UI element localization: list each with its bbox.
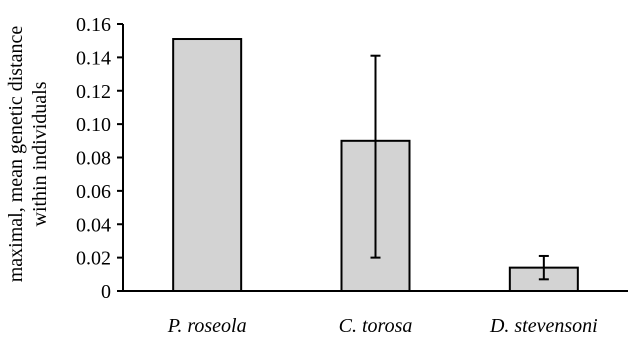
y-tick-label: 0.10 — [76, 114, 111, 136]
x-category-label: P. roseola — [167, 315, 247, 337]
bar — [172, 38, 243, 292]
y-tick-label: 0.16 — [76, 14, 111, 36]
y-tick-label: 0.08 — [76, 148, 111, 170]
y-tick-label: 0.04 — [76, 214, 111, 236]
y-axis-title-line-1: maximal, mean genetic distance — [5, 26, 27, 283]
y-axis-title: maximal, mean genetic distance within in… — [5, 26, 51, 283]
y-tick-label: 0.12 — [76, 81, 111, 103]
y-axis-title-line-2: within individuals — [29, 81, 51, 226]
y-axis-ticks: 0 0.02 0.04 0.06 0.08 0.10 0.12 0.14 0.16 — [76, 14, 123, 303]
y-tick-label: 0.14 — [76, 47, 111, 69]
y-tick-label: 0 — [101, 281, 111, 303]
x-category-label: D. stevensoni — [489, 315, 598, 337]
x-category-label: C. torosa — [339, 315, 413, 337]
y-tick-label: 0.02 — [76, 248, 111, 270]
x-axis-labels: P. roseola C. torosa D. stevensoni — [167, 315, 598, 337]
error-bars — [370, 54, 549, 281]
y-tick-label: 0.06 — [76, 181, 111, 203]
axes — [122, 24, 628, 292]
